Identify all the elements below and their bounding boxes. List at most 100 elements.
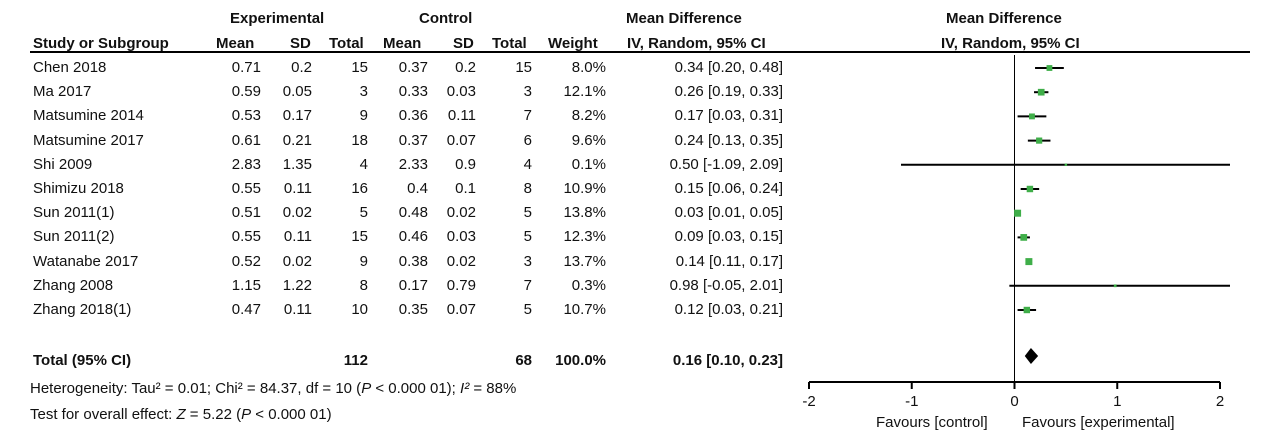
total-ci: 0.16 [0.10, 0.23] [672,352,783,369]
row-experimental-total: 18 [351,131,368,149]
weight-header: Weight [548,35,598,52]
row-weight: 9.6% [571,131,606,149]
row-control-mean: 0.37 [398,131,428,149]
study-marker [1023,306,1031,314]
pooled-diamond [1024,348,1039,364]
row-experimental-mean: 0.61 [231,131,261,149]
row-experimental-total: 10 [351,301,368,318]
row-ci: 0.17 [0.03, 0.31] [674,107,783,125]
row-experimental-total: 15 [351,228,368,246]
row-experimental-total: 9 [359,252,368,270]
row-control-mean: 0.46 [398,228,428,246]
row-experimental-total: 5 [359,204,368,222]
row-experimental-total: 4 [359,155,368,173]
row-ci: 0.24 [0.13, 0.35] [674,131,783,149]
mean-difference-header-right: Mean Difference [946,10,1062,27]
row-control-sd: 0.79 [446,276,476,294]
row-study: Sun 2011(1) [33,204,115,222]
row-control-total: 8 [523,180,532,197]
overall-effect-z-value: = 5.22 ( [185,406,242,423]
row-experimental-sd: 1.35 [282,155,312,173]
row-experimental-sd: 0.11 [283,301,312,318]
row-control-mean: 0.37 [398,59,428,76]
row-experimental-mean: 0.55 [231,180,261,197]
row-weight: 12.1% [563,83,606,101]
row-control-mean: 0.33 [398,83,428,101]
row-weight: 13.8% [563,204,606,222]
row-experimental-sd: 0.11 [283,228,312,246]
row-ci: 0.03 [0.01, 0.05] [674,204,783,222]
row-weight: 10.7% [563,301,606,318]
favours-experimental-label: Favours [experimental] [1022,414,1175,431]
row-study: Shi 2009 [33,155,93,173]
heterogeneity-text: Heterogeneity: Tau² = 0.01; Chi² = 84.37… [30,380,516,398]
study-marker [1037,88,1045,96]
study-marker [1029,113,1035,120]
row-study: Sun 2011(2) [33,228,115,246]
study-marker [1113,284,1117,288]
row-weight: 0.1% [571,155,606,173]
overall-effect-p-symbol: P [241,406,252,423]
overall-effect-text: Test for overall effect: Z = 5.22 (P < 0… [30,406,332,424]
experimental-group-header: Experimental [230,10,325,27]
row-control-sd: 0.02 [446,204,476,222]
ci-header-left: IV, Random, 95% CI [627,35,766,52]
header-rule [30,51,1250,53]
row-study: Ma 2017 [33,83,92,101]
heterogeneity-i2-symbol: I² [460,380,470,397]
row-experimental-mean: 0.71 [231,59,261,76]
heterogeneity-p-value: < 0.000 01); [371,380,461,397]
row-control-total: 5 [523,301,532,318]
row-control-mean: 0.36 [398,107,428,125]
row-experimental-sd: 1.22 [282,276,312,294]
total-control: 68 [515,352,532,369]
control-sd-header: SD [453,35,474,52]
row-ci: 0.12 [0.03, 0.21] [674,301,783,318]
row-experimental-mean: 0.53 [231,107,261,125]
row-study: Matsumine 2014 [33,107,144,125]
total-experimental: 112 [343,352,368,369]
row-control-sd: 0.03 [446,228,476,246]
experimental-total-header: Total [329,35,364,52]
row-control-total: 15 [515,59,532,76]
total-label: Total (95% CI) [33,352,132,369]
row-study: Shimizu 2018 [33,180,124,197]
study-marker [1046,65,1053,71]
row-control-total: 5 [523,228,532,246]
row-control-sd: 0.02 [446,252,476,270]
row-ci: 0.34 [0.20, 0.48] [674,59,783,76]
row-control-total: 4 [523,155,532,173]
row-control-sd: 0.9 [455,155,476,173]
study-marker [1025,258,1033,266]
row-control-mean: 2.33 [398,155,428,173]
control-total-header: Total [492,35,527,52]
control-group-header: Control [419,10,473,27]
study-marker [1014,209,1022,217]
row-study: Chen 2018 [33,59,107,76]
row-control-sd: 0.07 [446,131,476,149]
row-control-total: 3 [523,252,532,270]
row-experimental-sd: 0.11 [283,180,312,197]
row-weight: 13.7% [563,252,606,270]
row-study: Matsumine 2017 [33,131,144,149]
row-experimental-sd: 0.2 [291,59,312,76]
row-study: Zhang 2018(1) [33,301,132,318]
ci-header-right: IV, Random, 95% CI [941,35,1080,52]
row-control-mean: 0.17 [398,276,428,294]
row-experimental-total: 15 [351,59,368,76]
row-study: Zhang 2008 [33,276,114,294]
row-control-mean: 0.35 [398,301,428,318]
x-tick-label: 1 [1113,393,1121,410]
heterogeneity-i2-value: = 88% [469,380,517,397]
row-control-mean: 0.4 [407,180,428,197]
row-weight: 0.3% [571,276,606,294]
overall-effect-prefix: Test for overall effect: [30,406,177,423]
row-ci: 0.14 [0.11, 0.17] [675,252,783,270]
row-control-mean: 0.48 [398,204,428,222]
row-ci: 0.98 [-0.05, 2.01] [669,276,783,294]
row-weight: 10.9% [563,180,606,197]
row-ci: 0.26 [0.19, 0.33] [674,83,783,101]
row-experimental-total: 8 [359,276,368,294]
row-control-sd: 0.03 [446,83,476,101]
